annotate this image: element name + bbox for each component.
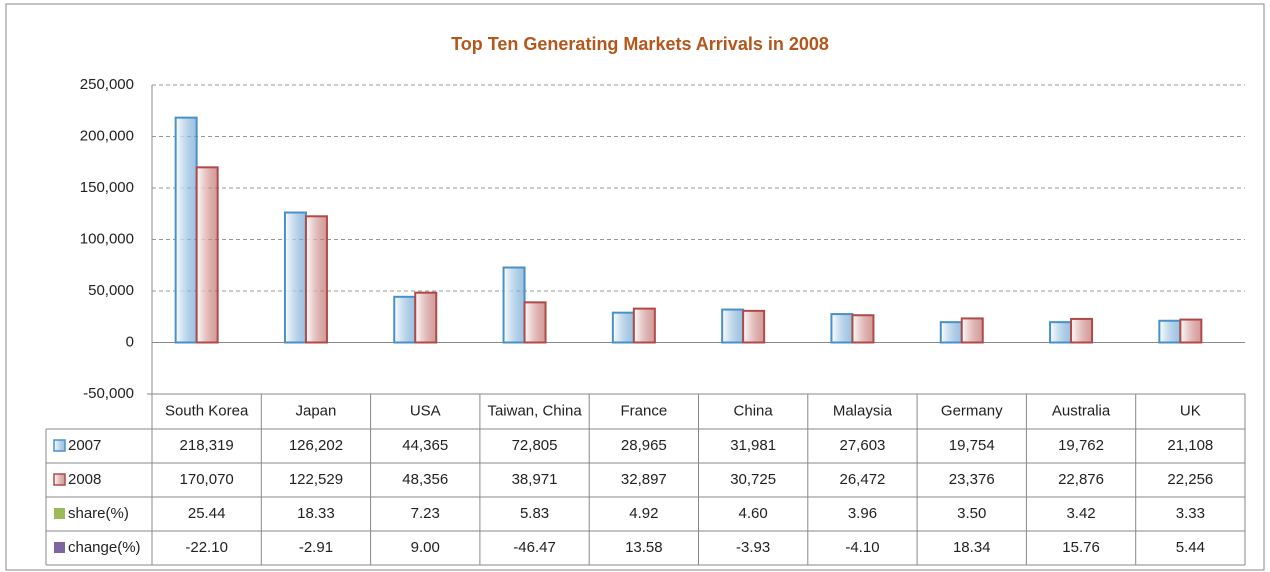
- table-cell: 31,981: [730, 437, 776, 454]
- bar: [722, 310, 743, 343]
- table-cell: 4.60: [739, 505, 768, 522]
- x-tick-label: Taiwan, China: [487, 402, 582, 419]
- table-cell: 19,754: [949, 437, 995, 454]
- table-cell: 18.34: [953, 539, 991, 556]
- bar: [285, 213, 306, 343]
- table-cell: 38,971: [512, 471, 558, 488]
- table-cell: 122,529: [289, 471, 343, 488]
- x-tick-label: Japan: [296, 402, 337, 419]
- y-tick-label: 250,000: [80, 76, 134, 93]
- table-cell: 25.44: [188, 505, 226, 522]
- table-cell: -4.10: [845, 539, 879, 556]
- table-cell: 4.92: [629, 505, 658, 522]
- bar: [852, 315, 873, 342]
- bar: [941, 322, 962, 342]
- table-cell: 23,376: [949, 471, 995, 488]
- table-cell: 22,876: [1058, 471, 1104, 488]
- table-cell: 26,472: [840, 471, 886, 488]
- table-cell: 19,762: [1058, 437, 1104, 454]
- table-cell: 44,365: [402, 437, 448, 454]
- bar: [197, 167, 218, 342]
- table-cell: 126,202: [289, 437, 343, 454]
- table-cell: 13.58: [625, 539, 663, 556]
- legend-label: 2007: [68, 437, 101, 454]
- bar: [306, 216, 327, 342]
- x-tick-label: China: [734, 402, 774, 419]
- bar: [962, 318, 983, 342]
- table-cell: -46.47: [513, 539, 556, 556]
- bar: [613, 313, 634, 343]
- legend-label: change(%): [68, 539, 141, 556]
- table-cell: 18.33: [297, 505, 335, 522]
- table-cell: -22.10: [185, 539, 228, 556]
- y-tick-label: 50,000: [88, 282, 134, 299]
- legend-label: share(%): [68, 505, 129, 522]
- table-cell: 3.96: [848, 505, 877, 522]
- y-tick-label: 200,000: [80, 127, 134, 144]
- table-cell: 28,965: [621, 437, 667, 454]
- table-cell: -3.93: [736, 539, 770, 556]
- bar: [415, 293, 436, 343]
- x-tick-label: Malaysia: [833, 402, 893, 419]
- table-cell: 15.76: [1062, 539, 1100, 556]
- bar: [394, 297, 415, 343]
- legend-key: [54, 542, 65, 553]
- table-cell: 22,256: [1167, 471, 1213, 488]
- table-cell: 5.44: [1176, 539, 1205, 556]
- legend-label: 2008: [68, 471, 101, 488]
- table-cell: 3.42: [1066, 505, 1095, 522]
- bar: [1071, 319, 1092, 343]
- table-cell: 7.23: [411, 505, 440, 522]
- x-tick-label: Australia: [1052, 402, 1111, 419]
- x-tick-label: UK: [1180, 402, 1201, 419]
- table-cell: 32,897: [621, 471, 667, 488]
- bar: [176, 118, 197, 343]
- x-tick-label: South Korea: [165, 402, 249, 419]
- table-cell: 5.83: [520, 505, 549, 522]
- bar: [1159, 321, 1180, 343]
- table-cell: 9.00: [411, 539, 440, 556]
- x-tick-label: Germany: [941, 402, 1003, 419]
- legend-key: [54, 508, 65, 519]
- bar: [743, 311, 764, 343]
- chart-title: Top Ten Generating Markets Arrivals in 2…: [451, 34, 829, 54]
- table-cell: -2.91: [299, 539, 333, 556]
- legend-key: [54, 474, 65, 485]
- x-tick-label: France: [621, 402, 668, 419]
- bar: [1050, 322, 1071, 342]
- table-cell: 27,603: [840, 437, 886, 454]
- table-cell: 72,805: [512, 437, 558, 454]
- legend-key: [54, 440, 65, 451]
- y-tick-label: -50,000: [83, 385, 134, 402]
- table-cell: 21,108: [1167, 437, 1213, 454]
- table-cell: 48,356: [402, 471, 448, 488]
- x-tick-label: USA: [410, 402, 441, 419]
- y-tick-label: 100,000: [80, 230, 134, 247]
- y-tick-label: 150,000: [80, 179, 134, 196]
- table-cell: 3.33: [1176, 505, 1205, 522]
- table-cell: 3.50: [957, 505, 986, 522]
- table-cell: 30,725: [730, 471, 776, 488]
- bar: [525, 302, 546, 342]
- bar: [1180, 320, 1201, 343]
- bar: [634, 309, 655, 343]
- table-cell: 170,070: [180, 471, 234, 488]
- bar: [831, 314, 852, 342]
- chart: Top Ten Generating Markets Arrivals in 2…: [0, 0, 1270, 572]
- y-tick-label: 0: [126, 333, 134, 350]
- table-cell: 218,319: [180, 437, 234, 454]
- bar: [504, 268, 525, 343]
